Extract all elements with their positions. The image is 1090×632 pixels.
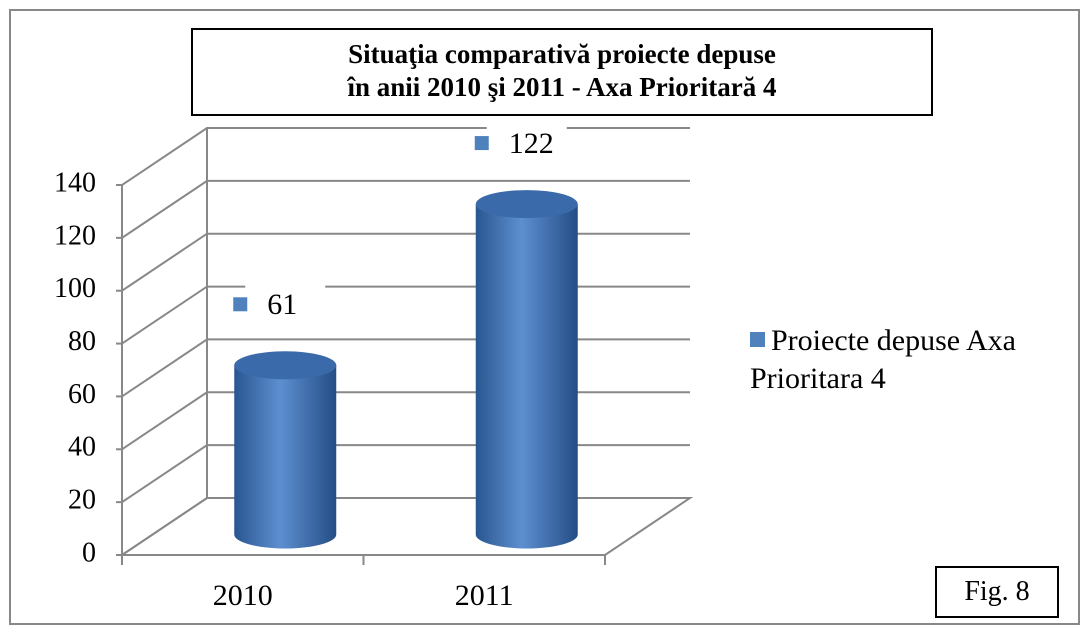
data-label: 61 xyxy=(267,288,297,321)
floor xyxy=(118,497,694,556)
y-tick-label: 80 xyxy=(68,326,96,357)
bar xyxy=(234,351,337,549)
y-tick-label: 40 xyxy=(68,432,96,463)
figure-label: Fig. 8 xyxy=(935,566,1059,618)
y-tick-label: 60 xyxy=(68,379,96,410)
legend-label: Proiecte depuse Axa Prioritara 4 xyxy=(750,324,1016,395)
title-line: în anii 2010 şi 2011 - Axa Prioritară 4 xyxy=(347,72,777,102)
label-marker xyxy=(474,136,489,151)
label-marker xyxy=(233,297,248,312)
cylinder-body xyxy=(475,204,578,549)
x-tick-label: 2011 xyxy=(455,579,514,612)
y-tick-label: 140 xyxy=(54,167,96,198)
label-bg xyxy=(486,122,567,167)
grid-line xyxy=(121,497,690,556)
bar xyxy=(475,190,578,549)
y-tick-label: 20 xyxy=(68,485,96,516)
chart-border xyxy=(9,9,1080,625)
cylinder-top xyxy=(475,190,578,219)
chart-title: Situaţia comparativă proiecte depuse în a… xyxy=(191,28,933,116)
cylinder-body xyxy=(234,365,337,549)
legend-swatch xyxy=(750,332,765,347)
y-tick-label: 0 xyxy=(82,537,96,568)
y-tick-label: 100 xyxy=(54,273,96,304)
x-tick-label: 2010 xyxy=(213,579,273,612)
data-label: 122 xyxy=(509,127,554,160)
title-line: Situaţia comparativă proiecte depuse xyxy=(348,39,776,69)
label-bg xyxy=(245,283,326,328)
y-tick-label: 120 xyxy=(54,220,96,251)
legend: Proiecte depuse Axa Prioritara 4 xyxy=(750,322,1080,398)
cylinder-top xyxy=(234,351,337,380)
